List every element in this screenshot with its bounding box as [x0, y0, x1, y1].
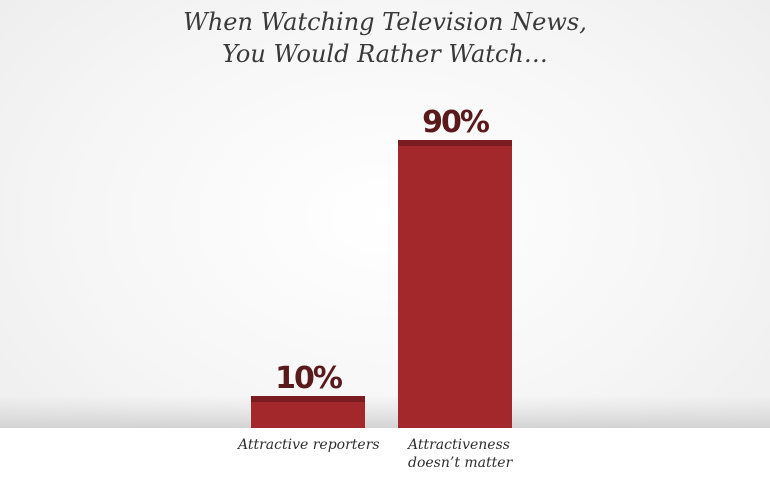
bar	[398, 140, 512, 428]
bar-cap	[398, 140, 512, 146]
value-label: 10%	[275, 361, 343, 396]
floor	[0, 428, 770, 482]
bar-cap	[251, 396, 365, 402]
chart-title-line: You Would Rather Watch…	[222, 40, 548, 68]
floor-shadow	[0, 395, 770, 428]
value-label: 90%	[422, 105, 490, 140]
category-label: Attractive reporters	[238, 437, 380, 453]
chart-title-line: When Watching Television News,	[183, 8, 587, 36]
category-label: Attractiveness doesn’t matter	[408, 437, 513, 471]
